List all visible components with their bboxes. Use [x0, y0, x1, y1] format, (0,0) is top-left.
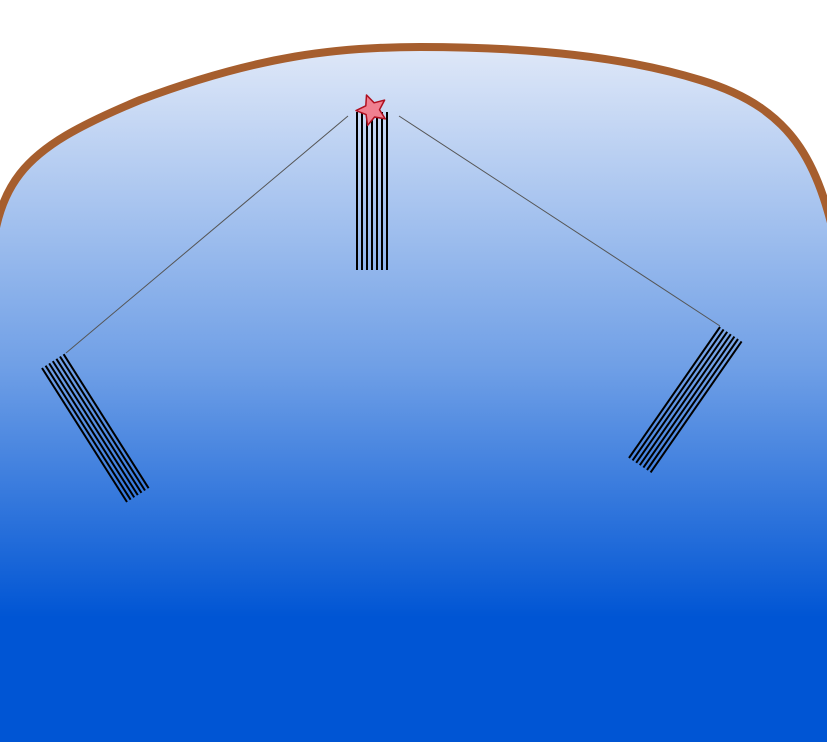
- star-icon[interactable]: [355, 94, 387, 127]
- stick: [628, 326, 721, 459]
- stick: [638, 333, 732, 466]
- rack-right[interactable]: [628, 326, 743, 473]
- stick: [55, 358, 143, 494]
- guide-right: [398, 115, 721, 327]
- stick: [62, 353, 150, 489]
- stick: [48, 362, 136, 498]
- stick: [642, 336, 736, 469]
- stick: [649, 340, 743, 473]
- stick: [631, 328, 725, 461]
- guide-left: [65, 115, 349, 354]
- table-rim: [0, 42, 827, 229]
- stick: [44, 365, 132, 501]
- stick: [59, 355, 146, 492]
- stick: [41, 367, 128, 503]
- stick: [51, 360, 139, 496]
- stick: [646, 338, 739, 471]
- stick: [635, 331, 729, 464]
- rack-center[interactable]: [356, 112, 388, 270]
- rack-left[interactable]: [41, 353, 150, 503]
- table-felt: [0, 47, 827, 742]
